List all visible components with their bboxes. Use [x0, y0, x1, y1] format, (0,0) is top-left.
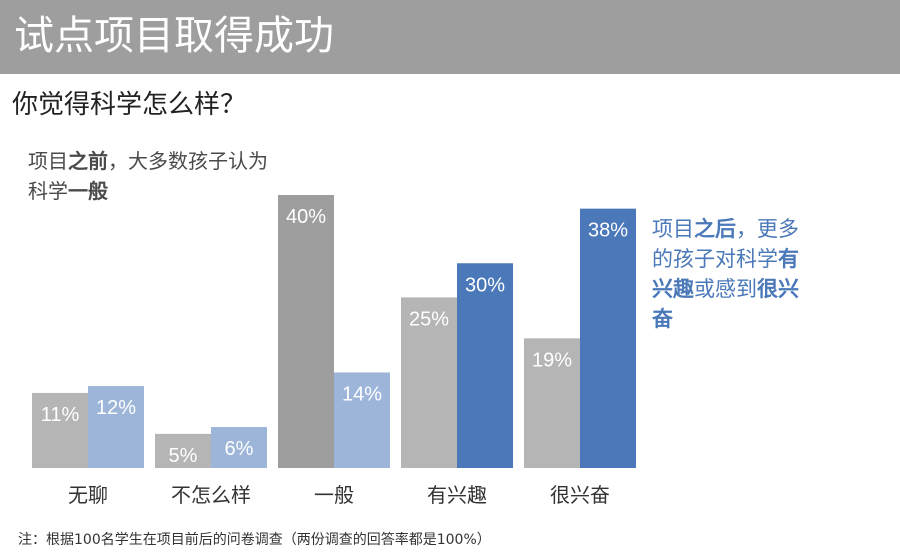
category-label-1: 不怎么样	[171, 483, 251, 507]
annotation-after-emphasis-3: 很兴奋	[652, 277, 799, 331]
data-label-before-1: 5%	[169, 445, 198, 467]
bar-after-2	[334, 372, 390, 468]
chart-subtitle: 你觉得科学怎么样？	[12, 90, 247, 120]
data-label-before-0: 11%	[41, 404, 80, 426]
annotation-after-emphasis-1: 之后	[694, 217, 736, 241]
annotation-before-text-1: 项目	[28, 149, 68, 173]
title-bar	[0, 0, 900, 74]
annotation-before-emphasis-1: 之前	[68, 149, 108, 173]
bar-after-3	[457, 263, 513, 468]
bar-before-0	[32, 392, 88, 468]
annotation-after-text-3: 或感到	[694, 277, 757, 301]
data-label-after-2: 14%	[342, 383, 382, 405]
bar-after-0	[88, 386, 144, 468]
data-label-before-4: 19%	[532, 349, 572, 371]
data-label-after-1: 6%	[225, 438, 254, 460]
annotation-after-text-1: 项目	[652, 217, 694, 241]
footnote: 注：根据100名学生在项目前后的问卷调查（两份调查的回答率都是100%）	[18, 532, 491, 548]
category-label-3: 有兴趣	[427, 483, 487, 507]
category-label-0: 无聊	[68, 483, 108, 507]
data-label-after-3: 30%	[465, 274, 505, 296]
annotation-after: 项目之后，更多的孩子对科学有兴趣或感到很兴奋	[652, 214, 802, 334]
annotation-before-text-2: ，大多数孩子认为科学	[28, 149, 268, 203]
annotation-before-emphasis-2: 一般	[68, 179, 108, 203]
bar-before-4	[524, 338, 580, 468]
data-label-after-0: 12%	[96, 397, 136, 419]
bar-after-1	[211, 427, 267, 468]
annotation-after-emphasis-2: 有兴趣	[652, 247, 799, 301]
bar-before-3	[401, 297, 457, 468]
annotation-before: 项目之前，大多数孩子认为科学一般	[28, 146, 278, 206]
data-label-before-3: 25%	[409, 308, 449, 330]
data-label-after-4: 38%	[588, 220, 628, 242]
data-label-before-2: 40%	[286, 206, 326, 228]
bar-after-4	[580, 208, 636, 468]
category-label-4: 很兴奋	[550, 483, 610, 507]
annotation-after-text-2: ，更多的孩子对科学	[652, 217, 799, 271]
bar-before-2	[278, 195, 334, 468]
page-title: 试点项目取得成功	[14, 13, 334, 59]
bar-before-1	[155, 433, 211, 468]
category-label-2: 一般	[314, 483, 354, 507]
